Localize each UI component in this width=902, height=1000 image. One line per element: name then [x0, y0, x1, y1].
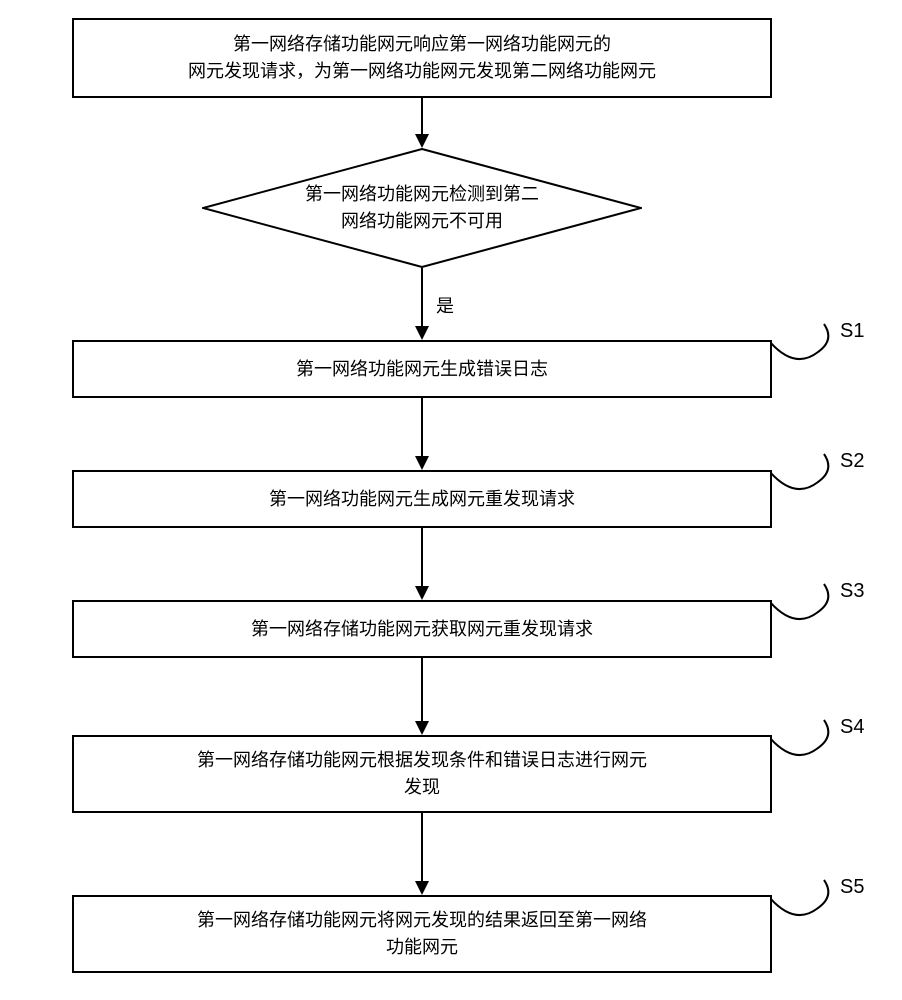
process-box-s5: 第一网络存储功能网元将网元发现的结果返回至第一网络 功能网元 — [72, 895, 772, 973]
arrow — [421, 813, 423, 881]
step-label-s5: S5 — [840, 876, 864, 899]
callout-curve-icon — [770, 452, 840, 502]
process-box-s2: 第一网络功能网元生成网元重发现请求 — [72, 470, 772, 528]
arrow-head-icon — [415, 134, 429, 148]
diamond-text-line: 第一网络功能网元检测到第二 — [305, 181, 539, 208]
box-text: 网元发现请求，为第一网络功能网元发现第二网络功能网元 — [188, 58, 656, 85]
arrow — [421, 98, 423, 134]
callout-curve-icon — [770, 878, 840, 928]
callout-curve-icon — [770, 582, 840, 632]
arrow — [421, 268, 423, 326]
step-label-s4: S4 — [840, 716, 864, 739]
process-box-intro: 第一网络存储功能网元响应第一网络功能网元的 网元发现请求，为第一网络功能网元发现… — [72, 18, 772, 98]
process-box-s3: 第一网络存储功能网元获取网元重发现请求 — [72, 600, 772, 658]
decision-diamond: 第一网络功能网元检测到第二 网络功能网元不可用 — [202, 148, 642, 268]
flowchart-container: 第一网络存储功能网元响应第一网络功能网元的 网元发现请求，为第一网络功能网元发现… — [0, 0, 902, 1000]
arrow-head-icon — [415, 721, 429, 735]
arrow-head-icon — [415, 456, 429, 470]
process-box-s1: 第一网络功能网元生成错误日志 — [72, 340, 772, 398]
box-text: 第一网络存储功能网元将网元发现的结果返回至第一网络 — [197, 907, 647, 934]
arrow — [421, 398, 423, 456]
arrow — [421, 658, 423, 721]
box-text: 第一网络存储功能网元获取网元重发现请求 — [251, 616, 593, 643]
box-text: 功能网元 — [386, 934, 458, 961]
step-label-s3: S3 — [840, 580, 864, 603]
callout-curve-icon — [770, 718, 840, 768]
callout-curve-icon — [770, 322, 840, 372]
arrow-head-icon — [415, 881, 429, 895]
arrow-head-icon — [415, 326, 429, 340]
box-text: 第一网络存储功能网元响应第一网络功能网元的 — [233, 31, 611, 58]
step-label-s1: S1 — [840, 320, 864, 343]
edge-label-yes: 是 — [436, 292, 454, 318]
step-label-s2: S2 — [840, 450, 864, 473]
process-box-s4: 第一网络存储功能网元根据发现条件和错误日志进行网元 发现 — [72, 735, 772, 813]
arrow-head-icon — [415, 586, 429, 600]
box-text: 发现 — [404, 774, 440, 801]
box-text: 第一网络功能网元生成网元重发现请求 — [269, 486, 575, 513]
diamond-text-line: 网络功能网元不可用 — [305, 208, 539, 235]
box-text: 第一网络功能网元生成错误日志 — [296, 356, 548, 383]
arrow — [421, 528, 423, 586]
box-text: 第一网络存储功能网元根据发现条件和错误日志进行网元 — [197, 747, 647, 774]
